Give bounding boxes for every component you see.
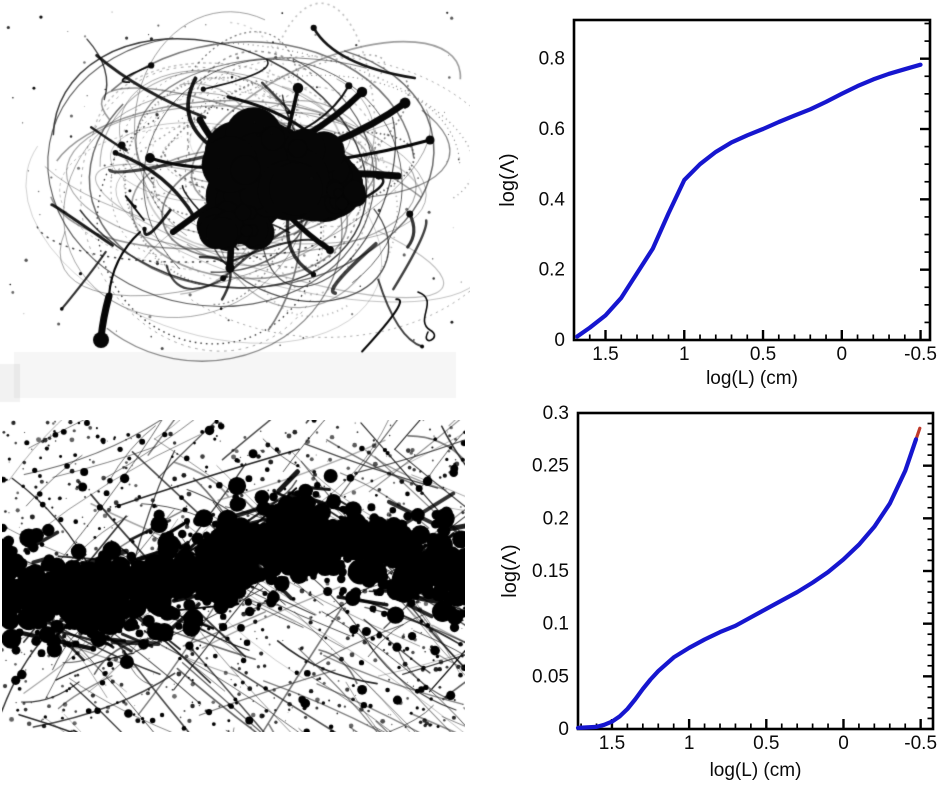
- chart-bottom-svg: 1.5 1 0.5 0 -0.5 0 0.05 0.1 0.15 0.2 0.25 0.3 log(L)…: [499, 403, 937, 781]
- y-tick-label: 0.3: [543, 403, 569, 424]
- panel-chart-top: 1.5 1 0.5 0 -0.5 0 0.2 0.4 0.6 0.8 log(L) (cm) log(…: [470, 0, 941, 400]
- y-tick-label: 0.15: [532, 561, 569, 582]
- splatter-painting-bottom-image: [2, 420, 465, 732]
- panel-splatter-painting-bottom: [2, 420, 465, 732]
- x-axis-label: log(L) (cm): [710, 760, 802, 781]
- y-tick-label: 0.6: [539, 119, 565, 140]
- x-tick-label: 1.5: [599, 733, 625, 754]
- x-tick-label: -0.5: [904, 344, 937, 365]
- y-tick-label: 0.4: [539, 189, 566, 210]
- panel-drip-painting-top: [0, 0, 470, 410]
- y-tick-label: 0: [554, 330, 565, 351]
- data-curve: [575, 437, 919, 730]
- x-axis-label: log(L) (cm): [706, 368, 798, 389]
- y-tick-label: 0.1: [543, 614, 569, 635]
- y-tick-label: 0.05: [532, 666, 569, 687]
- drip-painting-top-image: [0, 0, 470, 410]
- y-tick-label: 0: [558, 719, 569, 740]
- panel-chart-bottom: 1.5 1 0.5 0 -0.5 0 0.05 0.1 0.15 0.2 0.25 0.3 log(L)…: [470, 393, 941, 793]
- x-tick-label: 0.5: [753, 733, 779, 754]
- y-tick-label: 0.2: [539, 260, 565, 281]
- y-tick-label: 0.8: [539, 49, 565, 70]
- x-tick-label: 1: [679, 344, 690, 365]
- x-tick-label: 1: [684, 733, 695, 754]
- x-tick-label: 0: [838, 733, 849, 754]
- plot-frame: [572, 18, 932, 342]
- y-tick-label: 0.25: [532, 456, 569, 477]
- data-curve: [575, 62, 923, 339]
- x-tick-label: 1.5: [592, 344, 618, 365]
- y-axis-label: log(Λ): [499, 544, 521, 597]
- chart-top-svg: 1.5 1 0.5 0 -0.5 0 0.2 0.4 0.6 0.8 log(L) (cm) log(…: [497, 18, 937, 389]
- x-tick-label: -0.5: [904, 733, 937, 754]
- y-axis-label: log(Λ): [497, 153, 519, 206]
- plot-frame: [576, 411, 935, 731]
- x-tick-label: 0.5: [750, 344, 776, 365]
- y-tick-label: 0.2: [543, 508, 569, 529]
- x-tick-label: 0: [836, 344, 847, 365]
